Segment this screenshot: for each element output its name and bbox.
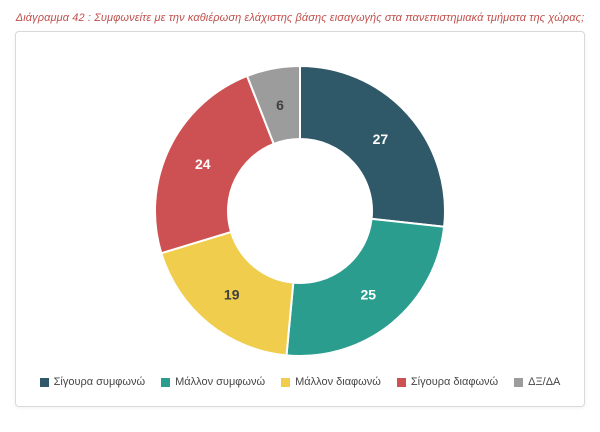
legend-swatch [161,377,171,387]
donut-slice-2 [285,217,446,357]
legend-item: Σίγουρα συμφωνώ [39,376,146,388]
chart-card: 27 25 19 24 6 Σίγουρα συμφωνώ Μάλλον συμφωνώ Μ… [15,31,585,407]
legend-item: Μάλλον συμφωνώ [161,376,265,388]
legend-label: ΔΞ/ΔΑ [528,376,561,388]
legend: Σίγουρα συμφωνώ Μάλλον συμφωνώ Μάλλον διαφ… [16,376,584,388]
donut-slice-1 [299,64,446,228]
donut-slice-5 [245,64,301,146]
legend-swatch [514,377,524,387]
legend-item: Σίγουρα διαφωνώ [396,376,499,388]
chart-title: Διάγραμμα 42 : Συμφωνείτε με την καθιέρω… [15,12,585,24]
legend-item: ΔΞ/ΔΑ [514,376,560,388]
donut-chart: 27 25 19 24 6 [154,64,446,357]
legend-item: Μάλλον διαφωνώ [281,376,381,388]
legend-swatch [396,377,406,387]
slice-value-label: 24 [195,156,211,172]
slice-value-label: 27 [373,131,389,147]
legend-label: Σίγουρα συμφωνώ [53,376,146,388]
legend-label: Μάλλον συμφωνώ [175,376,266,388]
donut-slice-3 [160,230,295,357]
slice-value-label: 6 [276,97,284,113]
slice-value-label: 19 [224,287,240,303]
page: Διάγραμμα 42 : Συμφωνείτε με την καθιέρω… [15,12,585,407]
legend-swatch [39,377,49,387]
legend-label: Μάλλον διαφωνώ [295,376,381,388]
legend-swatch [281,377,291,387]
legend-label: Σίγουρα διαφωνώ [410,376,499,388]
donut-slice-4 [154,74,276,255]
slice-value-label: 25 [361,287,377,303]
